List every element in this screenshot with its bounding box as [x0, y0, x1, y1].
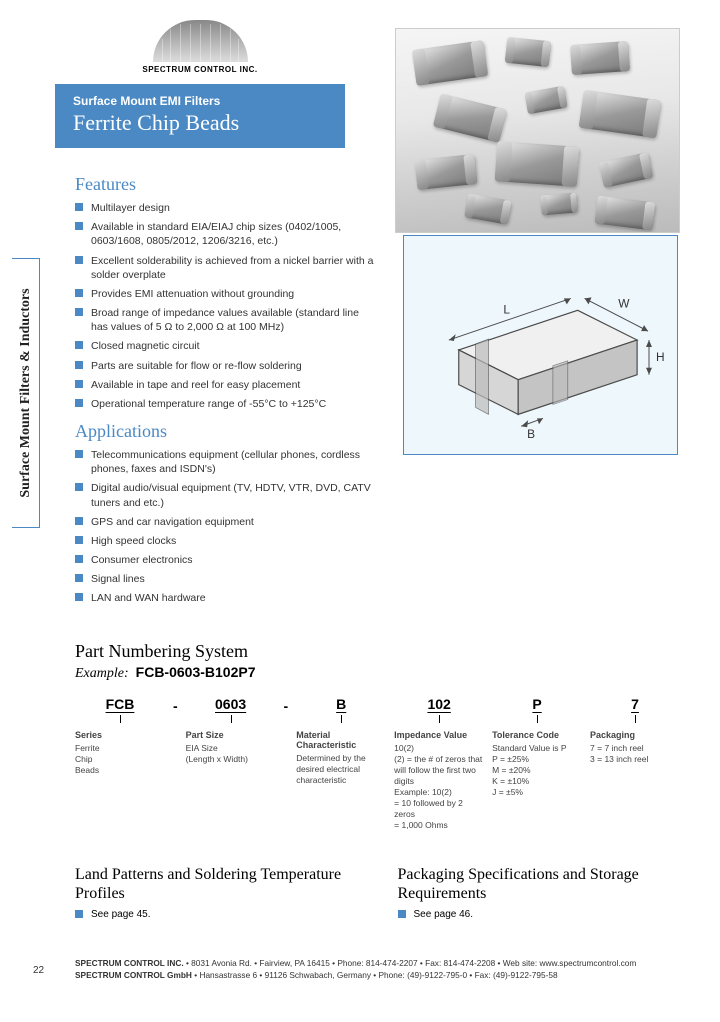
- pn-label: Material Characteristic: [296, 730, 386, 750]
- left-column: Features Multilayer design Available in s…: [55, 170, 375, 611]
- page-footer: 22 SPECTRUM CONTROL INC. • 8031 Avonia R…: [55, 958, 680, 981]
- pn-column: FCB Series FerriteChipBeads: [75, 696, 165, 776]
- pn-label: Packaging: [590, 730, 680, 740]
- pn-code: 7: [590, 696, 680, 712]
- bottom-right: Packaging Specifications and Storage Req…: [398, 865, 681, 920]
- pn-dash: -: [284, 696, 289, 714]
- pn-column: P Tolerance Code Standard Value is PP = ±2…: [492, 696, 582, 798]
- company-logo: SPECTRUM CONTROL INC. Surface Mount EMI …: [55, 20, 345, 148]
- logo-arc-graphic: [153, 20, 248, 62]
- dimension-diagram: L W H B: [403, 235, 678, 455]
- pn-label: Impedance Value: [394, 730, 484, 740]
- title-banner: Surface Mount EMI Filters Ferrite Chip B…: [55, 84, 345, 148]
- list-item: Available in standard EIA/EIAJ chip size…: [75, 220, 375, 248]
- list-item: Digital audio/visual equipment (TV, HDTV…: [75, 481, 375, 509]
- dim-H: H: [656, 350, 665, 364]
- footer-line-2: SPECTRUM CONTROL GmbH • Hansastrasse 6 •…: [75, 970, 680, 982]
- pn-desc: 7 = 7 inch reel3 = 13 inch reel: [590, 743, 680, 765]
- list-item: High speed clocks: [75, 534, 375, 548]
- features-list: Multilayer design Available in standard E…: [75, 201, 375, 411]
- right-column: L W H B: [403, 170, 680, 611]
- bottom-left-see: See page 45.: [75, 909, 358, 920]
- datasheet-page: SPECTRUM CONTROL INC. Surface Mount EMI …: [0, 0, 720, 1022]
- dim-L: L: [503, 302, 510, 316]
- bottom-left: Land Patterns and Soldering Temperature …: [75, 865, 358, 920]
- pn-code: B: [296, 696, 386, 712]
- list-item: Excellent solderability is achieved from…: [75, 254, 375, 282]
- bottom-left-heading: Land Patterns and Soldering Temperature …: [75, 865, 358, 903]
- pn-code: P: [492, 696, 582, 712]
- dim-W: W: [618, 296, 630, 310]
- footer-addr-1: • 8031 Avonia Rd. • Fairview, PA 16415 •…: [184, 958, 637, 968]
- list-item: Telecommunications equipment (cellular p…: [75, 448, 375, 476]
- logo-text: SPECTRUM CONTROL INC.: [55, 65, 345, 74]
- pn-desc: FerriteChipBeads: [75, 743, 165, 776]
- pn-column: B Material Characteristic Determined by th…: [296, 696, 386, 786]
- list-item: Consumer electronics: [75, 553, 375, 567]
- applications-heading: Applications: [75, 421, 375, 442]
- pn-code: FCB: [75, 696, 165, 712]
- list-item: GPS and car navigation equipment: [75, 515, 375, 529]
- list-item: Signal lines: [75, 572, 375, 586]
- pn-heading: Part Numbering System: [75, 641, 680, 662]
- list-item: Multilayer design: [75, 201, 375, 215]
- pn-tick: [296, 715, 386, 725]
- footer-addr-2: • Hansastrasse 6 • 91126 Schwabach, Germ…: [192, 970, 558, 980]
- list-item: Operational temperature range of -55°C t…: [75, 397, 375, 411]
- list-item: Available in tape and reel for easy plac…: [75, 378, 375, 392]
- pn-desc: EIA Size(Length x Width): [186, 743, 276, 765]
- bottom-section: Land Patterns and Soldering Temperature …: [55, 865, 680, 920]
- applications-list: Telecommunications equipment (cellular p…: [75, 448, 375, 606]
- banner-subtitle: Surface Mount EMI Filters: [73, 94, 327, 108]
- pn-label: Part Size: [186, 730, 276, 740]
- pn-breakdown-row: FCB Series FerriteChipBeads -0603 Part Size E…: [75, 696, 680, 831]
- features-heading: Features: [75, 174, 375, 195]
- list-item: Provides EMI attenuation without groundi…: [75, 287, 375, 301]
- bottom-right-see: See page 46.: [398, 909, 681, 920]
- pn-label: Tolerance Code: [492, 730, 582, 740]
- pn-column: 0603 Part Size EIA Size(Length x Width): [186, 696, 276, 765]
- pn-tick: [75, 715, 165, 725]
- footer-line-1: SPECTRUM CONTROL INC. • 8031 Avonia Rd. …: [75, 958, 680, 970]
- pn-tick: [394, 715, 484, 725]
- pn-tick: [590, 715, 680, 725]
- pn-example-label: Example:: [75, 666, 129, 681]
- pn-example-code: FCB-0603-B102P7: [136, 664, 256, 680]
- pn-tick: [186, 715, 276, 725]
- list-item: LAN and WAN hardware: [75, 591, 375, 605]
- pn-code: 0603: [186, 696, 276, 712]
- list-item: Closed magnetic circuit: [75, 339, 375, 353]
- pn-tick: [492, 715, 582, 725]
- dim-B: B: [527, 427, 535, 441]
- part-numbering-section: Part Numbering System Example: FCB-0603-…: [55, 641, 680, 831]
- pn-column: 102 Impedance Value 10(2)(2) = the # of ze…: [394, 696, 484, 831]
- page-number: 22: [33, 964, 44, 978]
- pn-desc: Standard Value is PP = ±25%M = ±20%K = ±…: [492, 743, 582, 798]
- list-item: Broad range of impedance values availabl…: [75, 306, 375, 334]
- sidebar-tab: Surface Mount Filters & Inductors: [12, 258, 40, 528]
- content-columns: Features Multilayer design Available in s…: [55, 170, 680, 611]
- banner-title: Ferrite Chip Beads: [73, 110, 327, 136]
- pn-column: 7 Packaging 7 = 7 inch reel3 = 13 inch ree…: [590, 696, 680, 765]
- footer-company-2: SPECTRUM CONTROL GmbH: [75, 970, 192, 980]
- pn-desc: 10(2)(2) = the # of zeros that will foll…: [394, 743, 484, 831]
- footer-company-1: SPECTRUM CONTROL INC.: [75, 958, 184, 968]
- bottom-right-heading: Packaging Specifications and Storage Req…: [398, 865, 681, 903]
- pn-label: Series: [75, 730, 165, 740]
- pn-code: 102: [394, 696, 484, 712]
- list-item: Parts are suitable for flow or re-flow s…: [75, 359, 375, 373]
- pn-dash: -: [173, 696, 178, 714]
- pn-example: Example: FCB-0603-B102P7: [75, 664, 680, 682]
- pn-desc: Determined by the desired electrical cha…: [296, 753, 386, 786]
- product-photo: [395, 28, 680, 233]
- sidebar-tab-label: Surface Mount Filters & Inductors: [18, 288, 34, 497]
- chip-iso-svg: L W H B: [404, 236, 677, 454]
